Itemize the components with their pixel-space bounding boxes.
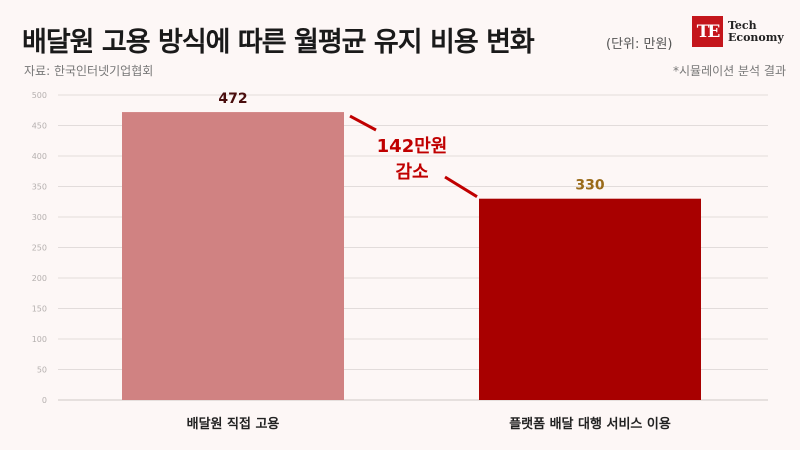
annotation-line-bottom	[444, 175, 478, 198]
category-label-1: 배달원 직접 고용	[187, 416, 280, 432]
y-tick-label-450: 450	[32, 122, 47, 131]
logo-text: Tech Economy	[728, 18, 784, 44]
tech-economy-logo: TE Tech Economy	[692, 16, 784, 47]
unit-label: (단위: 만원)	[606, 37, 673, 52]
chart-title: 배달원 고용 방식에 따른 월평균 유지 비용 변화	[22, 27, 535, 58]
y-tick-label-400: 400	[32, 152, 47, 161]
y-tick-label-0: 0	[42, 396, 47, 405]
y-tick-label-500: 500	[32, 91, 47, 100]
category-label-2: 플랫폼 배달 대행 서비스 이용	[509, 416, 671, 432]
annotation-amount: 142만원	[377, 136, 448, 157]
y-tick-label-350: 350	[32, 183, 47, 192]
simulation-note: *시뮬레이션 분석 결과	[673, 64, 786, 78]
bar-2	[479, 198, 701, 400]
logo-line-tech: Tech	[728, 18, 757, 32]
source-label: 자료: 한국인터넷기업협회	[24, 64, 154, 78]
annotation-decrease: 감소	[395, 162, 428, 183]
annotation-line-top	[349, 114, 377, 132]
y-tick-label-100: 100	[32, 335, 47, 344]
y-tick-label-200: 200	[32, 274, 47, 283]
y-tick-label-50: 50	[37, 366, 47, 375]
data-label-1: 472	[218, 91, 247, 107]
data-label-2: 330	[575, 178, 604, 194]
logo-mark: TE	[692, 16, 723, 47]
logo-line-economy: Economy	[728, 30, 784, 44]
y-tick-label-300: 300	[32, 213, 47, 222]
bar-1	[122, 112, 344, 400]
y-tick-label-250: 250	[32, 244, 47, 253]
y-tick-label-150: 150	[32, 305, 47, 314]
